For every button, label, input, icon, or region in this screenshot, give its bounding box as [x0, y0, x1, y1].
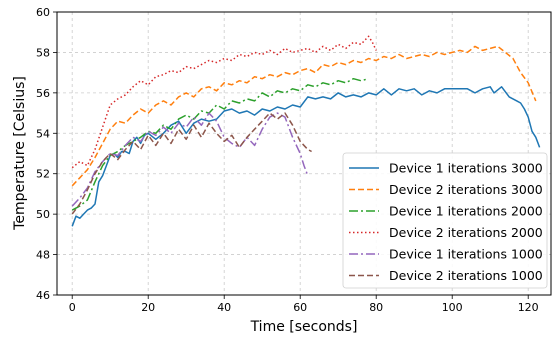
legend-label: Device 1 iterations 3000 [389, 161, 543, 176]
x-tick-label: 40 [217, 301, 231, 314]
y-axis-label: Temperature [Celsius] [12, 76, 28, 231]
x-tick-label: 60 [293, 301, 307, 314]
plot-frame [56, 11, 552, 296]
y-tick-label: 58 [36, 46, 50, 59]
y-tick-label: 46 [36, 289, 50, 302]
legend: Device 1 iterations 3000 Device 2 iterati… [342, 152, 548, 289]
series-line-5 [71, 112, 309, 207]
x-tick-label: 80 [369, 301, 383, 314]
y-tick-label: 52 [36, 168, 50, 181]
y-tick-label: 60 [36, 6, 50, 19]
legend-label: Device 2 iterations 1000 [389, 268, 543, 283]
series-line-1 [71, 86, 541, 227]
x-tick-label: 20 [141, 301, 155, 314]
x-tick-label: 0 [69, 301, 76, 314]
series-line-6 [71, 112, 312, 215]
y-tick-label: 56 [36, 87, 50, 100]
series-line-4 [71, 35, 377, 169]
legend-box [342, 152, 548, 289]
x-tick-label: 120 [518, 301, 539, 314]
x-axis-label: Time [seconds] [250, 319, 358, 335]
y-tick-label: 48 [36, 249, 50, 262]
series-line-2 [71, 45, 537, 187]
legend-label: Device 1 iterations 2000 [389, 204, 543, 219]
y-tick-label: 54 [36, 127, 50, 140]
x-tick-label: 100 [442, 301, 463, 314]
y-tick-label: 50 [36, 208, 50, 221]
series-line-3 [71, 77, 369, 211]
axis-ticks: 0 20 40 60 80 100 120 46 48 50 52 54 56 58 60 [36, 6, 539, 314]
series-lines [71, 35, 541, 227]
legend-label: Device 2 iterations 2000 [389, 225, 543, 240]
legend-label: Device 2 iterations 3000 [389, 182, 543, 197]
legend-label: Device 1 iterations 1000 [389, 247, 543, 262]
